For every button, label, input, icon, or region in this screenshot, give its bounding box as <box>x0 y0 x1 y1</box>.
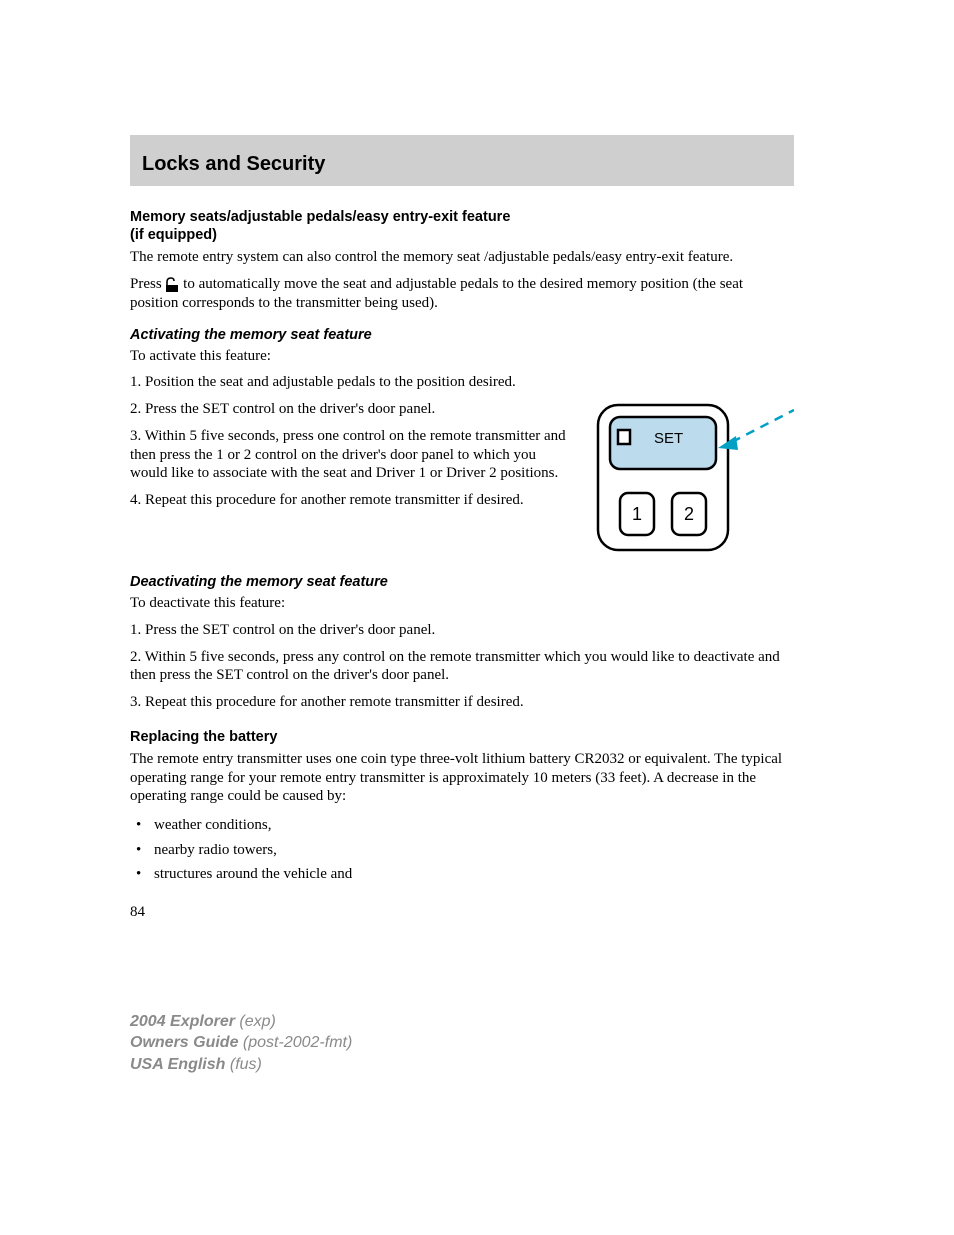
deactivating-intro: To deactivate this feature: <box>130 594 794 613</box>
footer-1-light: (exp) <box>239 1013 275 1030</box>
footer-3-strong: USA English <box>130 1056 230 1073</box>
footer-2-light: (post-2002-fmt) <box>243 1034 352 1051</box>
para2-pre: Press <box>130 276 165 292</box>
pointer-arrow-line <box>732 410 794 442</box>
heading-line-1: Memory seats/adjustable pedals/easy entr… <box>130 209 510 225</box>
footer-2-strong: Owners Guide <box>130 1034 243 1051</box>
deactivating-step-2: 2. Within 5 five seconds, press any cont… <box>130 648 794 686</box>
memory-para-2: Press to automatically move the seat and… <box>130 275 794 313</box>
activating-step-1: 1. Position the seat and adjustable peda… <box>130 373 794 392</box>
page-number: 84 <box>130 904 794 921</box>
battery-para: The remote entry transmitter uses one co… <box>130 750 794 806</box>
page-title: Locks and Security <box>142 153 782 176</box>
heading-line-2: (if equipped) <box>130 227 217 243</box>
memory-para-1: The remote entry system can also control… <box>130 248 794 267</box>
battery-bullet-list: weather conditions, nearby radio towers,… <box>130 814 794 886</box>
list-item: nearby radio towers, <box>130 839 794 862</box>
section-heading-memory: Memory seats/adjustable pedals/easy entr… <box>130 208 794 244</box>
unlock-icon <box>165 277 179 293</box>
activating-step-3: 3. Within 5 five seconds, press one cont… <box>130 427 576 483</box>
diagram-column: SET 1 2 <box>594 400 794 560</box>
footer-3-light: (fus) <box>230 1056 262 1073</box>
activating-intro: To activate this feature: <box>130 347 794 366</box>
footer-line-3: USA English (fus) <box>130 1054 794 1076</box>
heading-deactivating: Deactivating the memory seat feature <box>130 574 794 590</box>
heading-battery: Replacing the battery <box>130 728 794 746</box>
left-text-column: 2. Press the SET control on the driver's… <box>130 400 576 518</box>
deactivating-step-3: 3. Repeat this procedure for another rem… <box>130 693 794 712</box>
step-with-diagram: 2. Press the SET control on the driver's… <box>130 400 794 560</box>
button-1-label: 1 <box>632 504 642 524</box>
list-item: structures around the vehicle and <box>130 863 794 886</box>
footer-1-strong: 2004 Explorer <box>130 1013 239 1030</box>
activating-step-2: 2. Press the SET control on the driver's… <box>130 400 576 419</box>
manual-page: Locks and Security Memory seats/adjustab… <box>0 0 954 1135</box>
footer-line-2: Owners Guide (post-2002-fmt) <box>130 1032 794 1054</box>
header-bar: Locks and Security <box>130 135 794 186</box>
deactivating-step-1: 1. Press the SET control on the driver's… <box>130 621 794 640</box>
button-2-label: 2 <box>684 504 694 524</box>
activating-step-4: 4. Repeat this procedure for another rem… <box>130 491 576 510</box>
list-item: weather conditions, <box>130 814 794 837</box>
memory-seat-control-diagram: SET 1 2 <box>594 400 794 560</box>
set-button-label: SET <box>654 430 683 447</box>
footer-block: 2004 Explorer (exp) Owners Guide (post-2… <box>130 1011 794 1076</box>
para2-post: to automatically move the seat and adjus… <box>130 276 743 311</box>
heading-activating: Activating the memory seat feature <box>130 327 794 343</box>
footer-line-1: 2004 Explorer (exp) <box>130 1011 794 1033</box>
